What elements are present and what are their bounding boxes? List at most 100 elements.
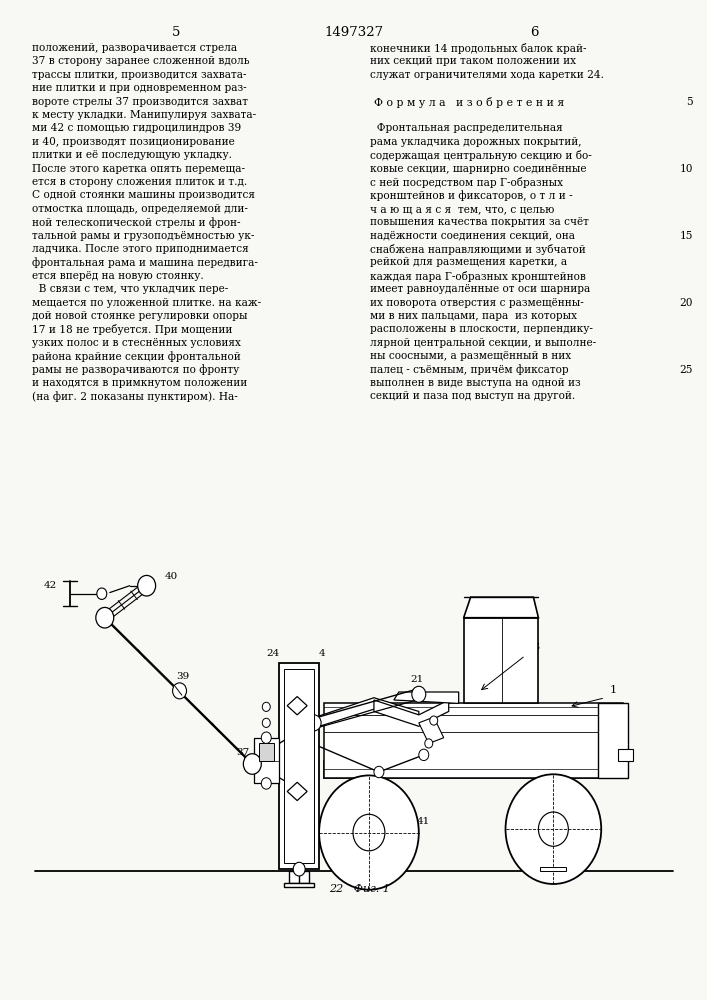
- Text: района крайние секции фронтальной: района крайние секции фронтальной: [32, 351, 241, 362]
- Text: тальной рамы и грузоподъёмностью ук-: тальной рамы и грузоподъёмностью ук-: [32, 231, 255, 241]
- Polygon shape: [284, 669, 314, 863]
- Text: 42: 42: [44, 581, 57, 590]
- Text: ны соосными, а размещённый в них: ны соосными, а размещённый в них: [370, 351, 571, 361]
- Ellipse shape: [293, 862, 305, 876]
- Polygon shape: [259, 743, 274, 761]
- Text: конечники 14 продольных балок край-: конечники 14 продольных балок край-: [370, 43, 587, 54]
- Ellipse shape: [411, 686, 426, 702]
- Text: с ней посредством пар Г-образных: с ней посредством пар Г-образных: [370, 177, 563, 188]
- Text: ковые секции, шарнирно соединённые: ковые секции, шарнирно соединённые: [370, 164, 587, 174]
- Polygon shape: [324, 703, 623, 778]
- Polygon shape: [287, 697, 307, 715]
- Text: 17 и 18 не требуется. При мощении: 17 и 18 не требуется. При мощении: [32, 324, 233, 335]
- Ellipse shape: [506, 774, 601, 884]
- Polygon shape: [284, 883, 314, 887]
- Ellipse shape: [262, 732, 271, 743]
- Text: фронтальная рама и машина передвига-: фронтальная рама и машина передвига-: [32, 257, 258, 268]
- Ellipse shape: [539, 812, 568, 846]
- Ellipse shape: [262, 702, 270, 711]
- Text: положений, разворачивается стрела: положений, разворачивается стрела: [32, 43, 237, 53]
- Text: повышения качества покрытия за счёт: повышения качества покрытия за счёт: [370, 217, 589, 227]
- Polygon shape: [469, 620, 534, 701]
- Text: кронштейнов и фиксаторов, о т л и -: кронштейнов и фиксаторов, о т л и -: [370, 190, 573, 201]
- Text: ной телескопической стрелы и фрон-: ной телескопической стрелы и фрон-: [32, 217, 240, 228]
- Text: выполнен в виде выступа на одной из: выполнен в виде выступа на одной из: [370, 378, 580, 388]
- Text: палец - съёмным, причём фиксатор: палец - съёмным, причём фиксатор: [370, 365, 568, 375]
- Text: отмостка площадь, определяемой дли-: отмостка площадь, определяемой дли-: [32, 204, 248, 214]
- Text: рейкой для размещения каретки, а: рейкой для размещения каретки, а: [370, 257, 567, 267]
- Ellipse shape: [425, 739, 433, 748]
- Text: 1497327: 1497327: [325, 26, 384, 39]
- Text: 37: 37: [236, 748, 250, 757]
- Text: 1: 1: [609, 685, 617, 695]
- Ellipse shape: [262, 778, 271, 789]
- Polygon shape: [419, 717, 444, 743]
- Text: С одной стоянки машины производится: С одной стоянки машины производится: [32, 190, 255, 200]
- Polygon shape: [618, 749, 633, 761]
- Ellipse shape: [430, 716, 438, 725]
- Text: 5: 5: [686, 97, 693, 107]
- Polygon shape: [374, 700, 449, 726]
- Polygon shape: [464, 618, 539, 703]
- Text: ми в них пальцами, пара  из которых: ми в них пальцами, пара из которых: [370, 311, 577, 321]
- Polygon shape: [464, 597, 539, 618]
- Text: ч а ю щ а я с я  тем, что, с целью: ч а ю щ а я с я тем, что, с целью: [370, 204, 554, 214]
- Text: 15: 15: [679, 231, 693, 241]
- Polygon shape: [312, 698, 419, 729]
- Text: ние плитки и при одновременном раз-: ние плитки и при одновременном раз-: [32, 83, 247, 93]
- Text: к месту укладки. Манипулируя захвата-: к месту укладки. Манипулируя захвата-: [32, 110, 256, 120]
- Text: 25: 25: [679, 365, 693, 375]
- Text: и находятся в примкнутом положении: и находятся в примкнутом положении: [32, 378, 247, 388]
- Text: них секций при таком положении их: них секций при таком положении их: [370, 56, 576, 66]
- Text: 21: 21: [410, 675, 423, 684]
- Text: ется в сторону сложения плиток и т.д.: ется в сторону сложения плиток и т.д.: [32, 177, 247, 187]
- Ellipse shape: [96, 607, 114, 628]
- Polygon shape: [598, 703, 628, 778]
- Text: 41: 41: [417, 817, 431, 826]
- Text: трассы плитки, производится захвата-: трассы плитки, производится захвата-: [32, 70, 247, 80]
- Ellipse shape: [307, 715, 321, 731]
- Text: 10: 10: [679, 164, 693, 174]
- Text: лярной центральной секции, и выполне-: лярной центральной секции, и выполне-: [370, 338, 596, 348]
- Text: ми 42 с помощью гидроцилиндров 39: ми 42 с помощью гидроцилиндров 39: [32, 123, 241, 133]
- Text: (на фиг. 2 показаны пунктиром). На-: (на фиг. 2 показаны пунктиром). На-: [32, 391, 238, 402]
- Polygon shape: [394, 692, 459, 703]
- Text: служат ограничителями хода каретки 24.: служат ограничителями хода каретки 24.: [370, 70, 604, 80]
- Text: вороте стрелы 37 производится захват: вороте стрелы 37 производится захват: [32, 97, 248, 107]
- Text: Ф о р м у л а   и з о б р е т е н и я: Ф о р м у л а и з о б р е т е н и я: [374, 97, 564, 108]
- Text: 23: 23: [526, 642, 541, 652]
- Text: секций и паза под выступ на другой.: секций и паза под выступ на другой.: [370, 391, 575, 401]
- Text: ладчика. После этого приподнимается: ладчика. После этого приподнимается: [32, 244, 249, 254]
- Text: рамы не разворачиваются по фронту: рамы не разворачиваются по фронту: [32, 365, 239, 375]
- Text: расположены в плоскости, перпендику-: расположены в плоскости, перпендику-: [370, 324, 593, 334]
- Text: 39: 39: [176, 672, 189, 681]
- Ellipse shape: [243, 754, 262, 774]
- Polygon shape: [287, 782, 307, 801]
- Text: плитки и её последующую укладку.: плитки и её последующую укладку.: [32, 150, 232, 160]
- Ellipse shape: [353, 814, 385, 851]
- Text: 20: 20: [679, 298, 693, 308]
- Text: 40: 40: [165, 572, 178, 581]
- Ellipse shape: [419, 749, 428, 761]
- Text: 24: 24: [266, 649, 279, 658]
- Text: имеет равноудалённые от оси шарнира: имеет равноудалённые от оси шарнира: [370, 284, 590, 294]
- Ellipse shape: [374, 766, 384, 778]
- Ellipse shape: [262, 718, 270, 727]
- Text: ется вперёд на новую стоянку.: ется вперёд на новую стоянку.: [32, 271, 204, 281]
- Text: их поворота отверстия с размещённы-: их поворота отверстия с размещённы-: [370, 298, 584, 308]
- Ellipse shape: [138, 575, 156, 596]
- Text: 5: 5: [172, 26, 180, 39]
- Text: мещается по уложенной плитке. на каж-: мещается по уложенной плитке. на каж-: [32, 298, 261, 308]
- Text: надёжности соединения секций, она: надёжности соединения секций, она: [370, 231, 575, 241]
- Text: После этого каретка опять перемеща-: После этого каретка опять перемеща-: [32, 164, 245, 174]
- Polygon shape: [255, 738, 279, 783]
- Ellipse shape: [319, 775, 419, 890]
- Text: содержащая центральную секцию и бо-: содержащая центральную секцию и бо-: [370, 150, 592, 161]
- Text: рама укладчика дорожных покрытий,: рама укладчика дорожных покрытий,: [370, 137, 581, 147]
- Text: Фронтальная распределительная: Фронтальная распределительная: [370, 123, 563, 133]
- Text: 4: 4: [319, 649, 326, 658]
- Text: узких полос и в стеснённых условиях: узких полос и в стеснённых условиях: [32, 338, 241, 348]
- Text: дой новой стоянке регулировки опоры: дой новой стоянке регулировки опоры: [32, 311, 247, 321]
- Polygon shape: [324, 761, 623, 778]
- Text: В связи с тем, что укладчик пере-: В связи с тем, что укладчик пере-: [32, 284, 228, 294]
